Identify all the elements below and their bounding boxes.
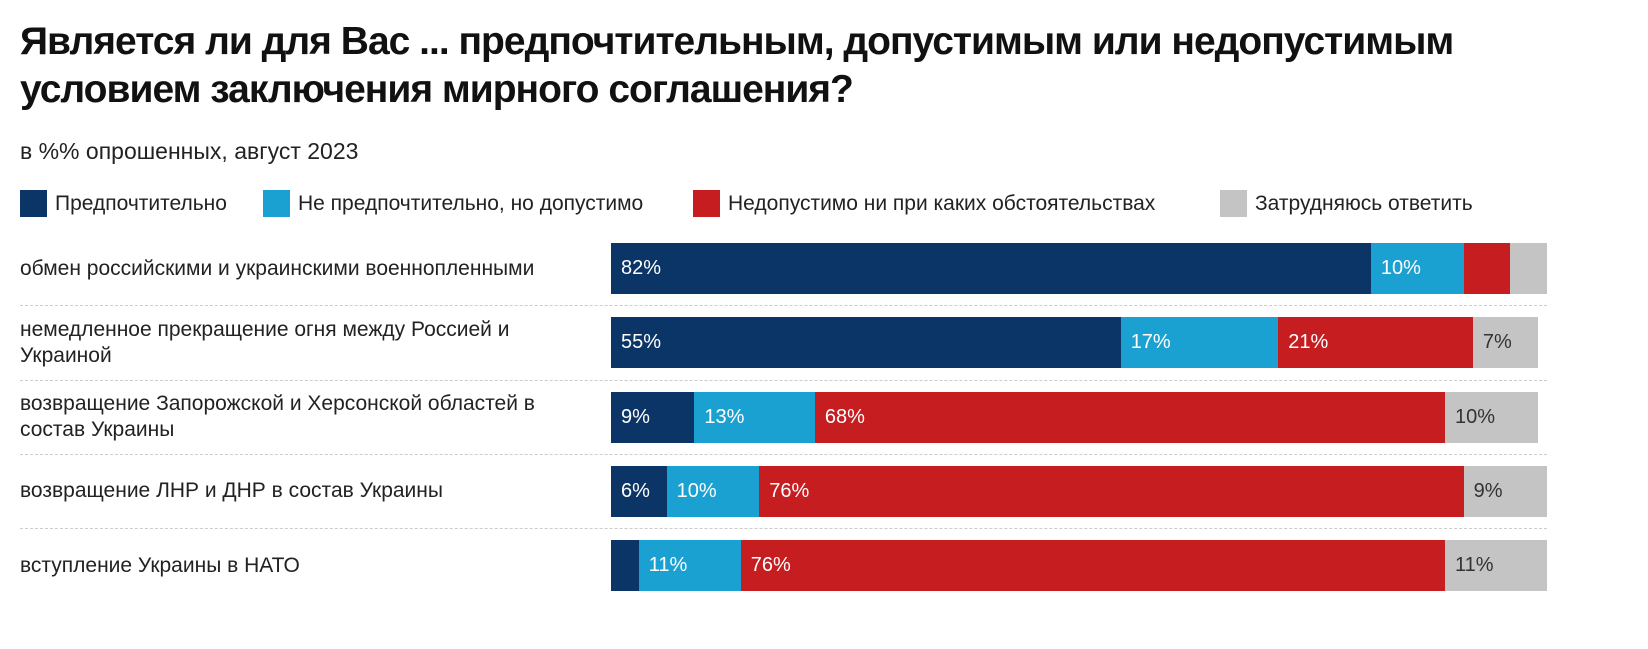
legend-swatch bbox=[693, 190, 720, 217]
legend-item: Недопустимо ни при каких обстоятельствах bbox=[693, 190, 1155, 217]
category-label: немедленное прекращение огня между Росси… bbox=[20, 317, 510, 367]
value-label: 76% bbox=[769, 479, 810, 502]
category-label: возвращение Запорожской и Херсонской обл… bbox=[20, 392, 535, 442]
row-separator bbox=[20, 528, 1547, 530]
legend-swatch bbox=[20, 190, 47, 217]
chart-title: Является ли для Вас ... предпочтительным… bbox=[20, 20, 1454, 111]
value-label: 7% bbox=[1482, 331, 1512, 354]
bar-segment: 68% bbox=[814, 391, 1446, 443]
category-label: обмен российскими и украинскими военнопл… bbox=[20, 256, 535, 280]
value-label: 10% bbox=[1380, 257, 1421, 279]
bar-segment: 17% bbox=[1120, 317, 1279, 369]
value-label: 17% bbox=[1130, 331, 1171, 354]
value-label: 55% bbox=[621, 331, 662, 354]
bar-segment: 10% bbox=[1370, 243, 1464, 294]
bar-segment: 7% bbox=[1472, 317, 1538, 369]
bar-segment: 21% bbox=[1278, 317, 1473, 369]
legend-item: Не предпочтительно, но допустимо bbox=[263, 190, 643, 217]
bar-segment: 9% bbox=[611, 391, 695, 443]
bar-segment: 76% bbox=[759, 465, 1464, 517]
bar-segment: 11% bbox=[1445, 540, 1547, 592]
value-label: 21% bbox=[1288, 331, 1329, 354]
bar-segment: 10% bbox=[666, 465, 760, 517]
value-label: 9% bbox=[1473, 479, 1503, 502]
bar-segment bbox=[1463, 243, 1510, 294]
legend-label: Затрудняюсь ответить bbox=[1255, 191, 1473, 215]
legend-item: Затрудняюсь ответить bbox=[1220, 190, 1473, 217]
chart-subtitle: в %% опрошенных, август 2023 bbox=[20, 138, 359, 164]
legend-swatch bbox=[1220, 190, 1247, 217]
value-label: 6% bbox=[621, 479, 650, 502]
bar-segment: 11% bbox=[638, 540, 741, 592]
bar-segment: 76% bbox=[740, 540, 1446, 592]
value-label: 11% bbox=[1455, 554, 1494, 577]
legend-label: Не предпочтительно, но допустимо bbox=[298, 191, 644, 215]
bar-segment: 6% bbox=[611, 465, 667, 517]
bar-segment bbox=[1509, 243, 1547, 294]
value-label: 10% bbox=[676, 479, 717, 502]
bar-segment bbox=[611, 540, 639, 592]
category-label: возвращение ЛНР и ДНР в состав Украины bbox=[20, 479, 443, 503]
value-label: 10% bbox=[1455, 405, 1496, 428]
row-separator bbox=[20, 305, 1547, 307]
value-label: 76% bbox=[750, 554, 791, 577]
value-label: 13% bbox=[704, 405, 745, 428]
row-separator bbox=[20, 453, 1547, 455]
category-label: вступление Украины в НАТО bbox=[20, 553, 300, 577]
legend-item: Предпочтительно bbox=[20, 190, 227, 217]
bar-segment: 82% bbox=[611, 243, 1371, 294]
value-label: 82% bbox=[621, 257, 662, 279]
legend-label: Недопустимо ни при каких обстоятельствах bbox=[728, 191, 1156, 215]
bar-segment: 55% bbox=[611, 317, 1121, 369]
value-label: 11% bbox=[648, 554, 688, 577]
bar-segment: 10% bbox=[1445, 391, 1538, 443]
bar-segment: 9% bbox=[1463, 465, 1547, 517]
row-separator bbox=[20, 379, 1547, 381]
value-label: 68% bbox=[824, 405, 865, 428]
bar-segment: 13% bbox=[694, 391, 815, 443]
value-label: 9% bbox=[621, 405, 650, 428]
legend-swatch bbox=[263, 190, 290, 217]
legend-label: Предпочтительно bbox=[55, 191, 227, 215]
